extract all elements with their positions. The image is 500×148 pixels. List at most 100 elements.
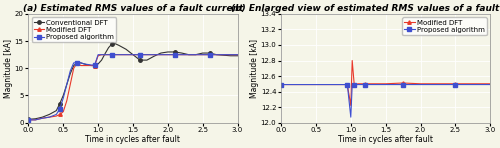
Proposed algorithm xyxy=(32,119,38,121)
Line: Modified DFT: Modified DFT xyxy=(26,53,240,122)
Modified DFT xyxy=(418,83,424,85)
Conventional DFT xyxy=(179,52,185,54)
Proposed algorithm xyxy=(228,54,234,56)
Conventional DFT xyxy=(109,43,115,45)
Line: Proposed algorithm: Proposed algorithm xyxy=(280,83,492,119)
Modified DFT xyxy=(349,60,355,61)
Conventional DFT xyxy=(78,62,84,64)
Modified DFT xyxy=(368,83,374,85)
Modified DFT xyxy=(98,54,104,56)
Modified DFT xyxy=(32,119,38,121)
Proposed algorithm xyxy=(352,84,358,85)
Conventional DFT xyxy=(151,55,157,57)
Proposed algorithm xyxy=(74,62,80,64)
Modified DFT xyxy=(192,54,198,56)
Modified DFT xyxy=(95,55,101,57)
Proposed algorithm xyxy=(106,54,112,56)
Conventional DFT xyxy=(192,54,198,56)
Conventional DFT xyxy=(165,51,171,53)
Proposed algorithm xyxy=(341,84,347,85)
Conventional DFT xyxy=(158,52,164,54)
Modified DFT xyxy=(172,54,178,56)
Proposed algorithm xyxy=(144,54,150,56)
Proposed algorithm xyxy=(186,54,192,56)
Proposed algorithm xyxy=(88,64,94,66)
Conventional DFT xyxy=(60,95,66,96)
Modified DFT xyxy=(74,62,80,64)
Conventional DFT xyxy=(137,59,143,61)
Modified DFT xyxy=(206,54,212,56)
Conventional DFT xyxy=(106,47,112,49)
Proposed algorithm xyxy=(67,70,73,72)
Modified DFT xyxy=(46,116,52,118)
Proposed algorithm xyxy=(98,54,104,56)
Conventional DFT xyxy=(88,65,94,66)
Modified DFT xyxy=(355,83,361,85)
Modified DFT xyxy=(67,84,73,85)
Proposed algorithm xyxy=(470,84,476,85)
Proposed algorithm xyxy=(26,119,32,121)
Proposed algorithm xyxy=(344,84,350,85)
Conventional DFT xyxy=(200,52,205,54)
Line: Modified DFT: Modified DFT xyxy=(280,59,492,107)
Proposed algorithm xyxy=(151,54,157,56)
Proposed algorithm xyxy=(278,84,284,85)
Conventional DFT xyxy=(116,45,122,46)
Conventional DFT xyxy=(95,63,101,65)
Proposed algorithm xyxy=(179,54,185,56)
Proposed algorithm xyxy=(358,84,364,85)
Conventional DFT xyxy=(26,118,32,120)
Modified DFT xyxy=(112,54,118,56)
Proposed algorithm xyxy=(116,54,122,56)
Modified DFT xyxy=(137,54,143,56)
Proposed algorithm xyxy=(95,54,101,56)
X-axis label: Time in cycles after fault: Time in cycles after fault xyxy=(86,135,180,144)
Modified DFT xyxy=(57,114,63,115)
Modified DFT xyxy=(165,54,171,56)
Modified DFT xyxy=(81,65,87,66)
Proposed algorithm xyxy=(64,84,70,85)
Conventional DFT xyxy=(57,103,63,104)
Proposed algorithm xyxy=(78,62,84,64)
Modified DFT xyxy=(313,84,319,85)
Modified DFT xyxy=(200,54,205,56)
Proposed algorithm xyxy=(349,85,355,86)
Conventional DFT xyxy=(98,59,104,61)
Proposed algorithm xyxy=(130,54,136,56)
Modified DFT xyxy=(470,83,476,85)
Proposed algorithm xyxy=(214,54,220,56)
Title: (a) Estimated RMS values of a fault current: (a) Estimated RMS values of a fault curr… xyxy=(23,4,243,13)
Modified DFT xyxy=(358,83,364,85)
Modified DFT xyxy=(64,100,70,102)
Modified DFT xyxy=(452,83,458,85)
Conventional DFT xyxy=(234,55,240,57)
Proposed algorithm xyxy=(84,64,90,65)
Conventional DFT xyxy=(70,65,76,66)
Modified DFT xyxy=(158,54,164,56)
Proposed algorithm xyxy=(192,54,198,56)
Proposed algorithm xyxy=(109,54,115,56)
Modified DFT xyxy=(40,117,46,119)
Conventional DFT xyxy=(84,64,90,66)
Modified DFT xyxy=(130,54,136,56)
Conventional DFT xyxy=(112,43,118,45)
Title: (b) Enlarged view of estimated RMS values of a fault current: (b) Enlarged view of estimated RMS value… xyxy=(231,4,500,13)
Modified DFT xyxy=(102,54,108,56)
Modified DFT xyxy=(278,84,284,85)
Proposed algorithm xyxy=(435,84,441,85)
Modified DFT xyxy=(179,54,185,56)
Y-axis label: Magnitude [kA]: Magnitude [kA] xyxy=(250,39,259,98)
Conventional DFT xyxy=(40,116,46,118)
Modified DFT xyxy=(106,54,112,56)
Proposed algorithm xyxy=(234,54,240,56)
Proposed algorithm xyxy=(165,54,171,56)
Modified DFT xyxy=(228,54,234,56)
Proposed algorithm xyxy=(368,84,374,85)
Proposed algorithm xyxy=(158,54,164,56)
Modified DFT xyxy=(54,115,60,117)
Proposed algorithm xyxy=(313,84,319,85)
Proposed algorithm xyxy=(81,63,87,65)
Proposed algorithm xyxy=(60,97,66,99)
Proposed algorithm xyxy=(112,54,118,56)
Proposed algorithm xyxy=(92,64,98,66)
